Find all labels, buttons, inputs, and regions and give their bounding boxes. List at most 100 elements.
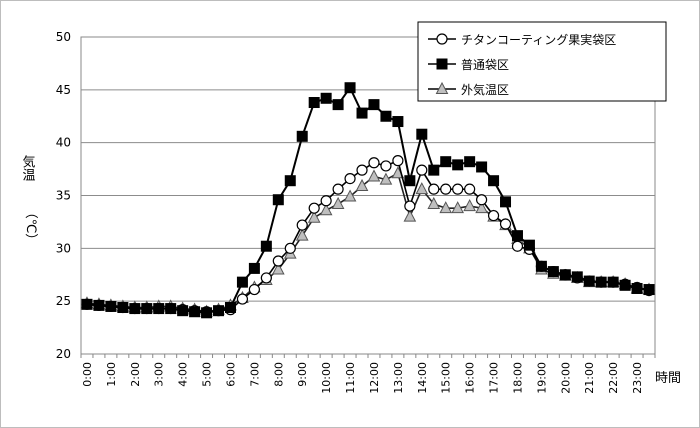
x-tick-label: 16:00 <box>464 362 477 394</box>
data-point-square <box>224 302 236 314</box>
data-point-square <box>272 194 284 206</box>
x-tick-label: 10:00 <box>320 362 333 394</box>
x-tick-label: 21:00 <box>583 362 596 394</box>
data-point-square <box>511 230 523 242</box>
data-point-square <box>452 159 464 171</box>
data-point-circle <box>308 202 320 214</box>
data-point-square <box>117 302 129 314</box>
data-point-square <box>488 175 500 187</box>
data-point-circle <box>416 164 428 176</box>
data-point-square <box>260 240 272 252</box>
x-tick-label: 22:00 <box>607 362 620 394</box>
data-point-circle <box>464 183 476 195</box>
data-point-square <box>436 58 448 70</box>
series-square <box>81 82 655 319</box>
data-point-square <box>201 307 213 319</box>
data-point-circle <box>380 160 392 172</box>
x-tick-label: 6:00 <box>224 362 237 387</box>
data-point-circle <box>320 195 332 207</box>
data-point-triangle <box>331 196 345 209</box>
data-point-triangle <box>307 210 321 223</box>
y-tick-label: 40 <box>56 136 71 150</box>
data-point-circle <box>260 272 272 284</box>
data-point-circle <box>436 33 448 45</box>
data-point-square <box>213 305 225 317</box>
data-point-circle <box>356 164 368 176</box>
legend-label: 普通袋区 <box>461 58 509 72</box>
data-point-triangle <box>463 198 476 212</box>
y-tick-label: 25 <box>56 294 71 308</box>
y-tick-label: 30 <box>56 241 71 255</box>
data-point-circle <box>236 293 249 305</box>
data-point-triangle <box>435 81 449 94</box>
x-tick-label: 17:00 <box>488 362 501 394</box>
data-point-square <box>320 92 332 104</box>
y-tick-label: 35 <box>56 189 71 203</box>
legend-item: 普通袋区 <box>428 58 509 72</box>
x-tick-label: 8:00 <box>272 362 285 387</box>
data-point-triangle <box>271 262 285 275</box>
data-point-square <box>416 128 428 140</box>
data-point-square <box>296 130 308 142</box>
data-point-square <box>141 303 153 315</box>
data-point-square <box>428 164 440 176</box>
x-tick-label: 15:00 <box>440 362 453 394</box>
data-point-square <box>356 107 368 119</box>
data-point-square <box>631 282 643 294</box>
data-point-circle <box>428 183 440 195</box>
data-point-circle <box>344 172 356 185</box>
legend-item: 外気温区 <box>428 81 509 97</box>
data-point-triangle <box>355 178 369 191</box>
data-point-circle <box>272 255 284 267</box>
y-axis-ticks: 20 25 30 35 40 45 50 <box>56 30 71 361</box>
x-tick-label: 11:00 <box>344 362 357 394</box>
y-tick-label: 20 <box>56 347 71 361</box>
data-point-circle <box>368 157 380 169</box>
x-tick-label: 12:00 <box>368 362 381 394</box>
x-tick-label: 7:00 <box>248 362 261 387</box>
data-point-square <box>643 284 655 296</box>
data-point-square <box>165 303 177 315</box>
data-point-square <box>404 175 416 187</box>
legend-label: 外気温区 <box>461 82 509 97</box>
x-tick-label: 18:00 <box>511 362 524 394</box>
data-point-triangle <box>295 228 309 241</box>
data-point-square <box>105 300 117 312</box>
data-point-triangle <box>403 209 417 222</box>
y-tick-label: 45 <box>56 83 71 97</box>
data-point-square <box>344 82 356 94</box>
data-point-square <box>332 99 344 111</box>
y-tick-label: 50 <box>56 30 71 44</box>
data-point-square <box>284 175 296 187</box>
x-tick-label: 2:00 <box>129 362 142 387</box>
x-tick-label: 3:00 <box>153 362 166 387</box>
data-point-triangle <box>415 182 429 195</box>
y-axis-label: 気温 （℃） <box>20 154 39 246</box>
data-point-triangle <box>427 196 441 209</box>
data-point-square <box>308 97 320 109</box>
data-point-square <box>559 269 571 281</box>
data-point-square <box>500 196 512 208</box>
data-point-square <box>464 156 476 168</box>
data-point-square <box>607 276 619 288</box>
x-tick-label: 20:00 <box>559 362 572 394</box>
data-point-square <box>392 116 404 128</box>
x-tick-label: 19:00 <box>535 362 548 394</box>
data-point-square <box>177 305 189 317</box>
data-point-square <box>476 161 488 173</box>
data-point-circle <box>476 194 488 206</box>
data-point-square <box>93 299 105 311</box>
data-point-triangle <box>367 169 381 182</box>
data-point-square <box>440 156 452 168</box>
legend-item: チタンコーティング果実袋区 <box>428 32 616 47</box>
x-tick-label: 5:00 <box>201 362 214 387</box>
data-point-circle <box>452 183 464 195</box>
x-tick-label: 9:00 <box>296 362 309 387</box>
data-point-circle <box>511 240 524 252</box>
data-point-triangle <box>343 189 357 202</box>
data-point-square <box>523 239 535 251</box>
data-point-square <box>236 276 248 288</box>
data-point-square <box>535 260 547 272</box>
